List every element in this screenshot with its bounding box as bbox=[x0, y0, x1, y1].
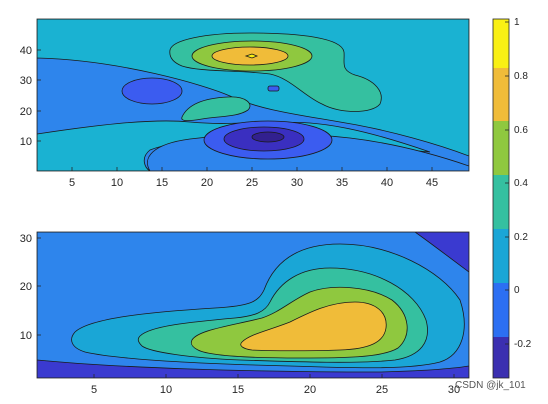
top-x-tick-10: 10 bbox=[111, 177, 123, 189]
bottom-x-tick-15: 15 bbox=[232, 384, 244, 396]
colorbar-band-2 bbox=[493, 68, 509, 121]
colorbar-band-1 bbox=[493, 19, 509, 68]
bottom-contour-plot: 5 10 15 20 25 30 10 20 30 bbox=[20, 231, 470, 396]
colorbar-tick-neg-0-2: -0.2 bbox=[514, 339, 532, 350]
top-contour-plot: 5 10 15 20 25 30 35 40 45 10 20 30 40 bbox=[20, 18, 470, 189]
top-x-tick-20: 20 bbox=[201, 177, 213, 189]
top-mid-background bbox=[37, 120, 431, 171]
bottom-x-tick-5: 5 bbox=[91, 384, 97, 396]
colorbar-tick-1: 1 bbox=[514, 17, 520, 28]
top-axes-frame bbox=[36, 18, 470, 172]
top-y-tick-40: 40 bbox=[20, 45, 32, 57]
top-y-tick-30: 30 bbox=[20, 75, 32, 87]
top-minimum-ring-3 bbox=[251, 131, 285, 143]
top-x-tick-35: 35 bbox=[336, 177, 348, 189]
bottom-x-tick-10: 10 bbox=[160, 384, 172, 396]
top-x-tick-45: 45 bbox=[426, 177, 438, 189]
top-y-tick-20: 20 bbox=[20, 106, 32, 118]
bottom-axes-frame bbox=[36, 231, 470, 379]
top-left-minimum bbox=[121, 77, 183, 105]
top-x-tick-40: 40 bbox=[381, 177, 393, 189]
bottom-x-tick-25: 25 bbox=[376, 384, 388, 396]
colorbar: 1 0.8 0.6 0.4 0.2 0 -0.2 bbox=[492, 17, 532, 379]
top-x-tick-5: 5 bbox=[69, 177, 75, 189]
top-x-tick-30: 30 bbox=[291, 177, 303, 189]
colorbar-band-6 bbox=[493, 283, 509, 337]
bottom-y-tick-10: 10 bbox=[20, 330, 32, 342]
bottom-level-4-peak bbox=[240, 301, 387, 352]
colorbar-tick-0-6: 0.6 bbox=[514, 125, 528, 136]
top-y-tick-10: 10 bbox=[20, 136, 32, 148]
bottom-x-tick-20: 20 bbox=[304, 384, 316, 396]
top-max-peak bbox=[244, 53, 259, 59]
colorbar-tick-0-4: 0.4 bbox=[514, 178, 528, 189]
top-x-tick-25: 25 bbox=[246, 177, 258, 189]
colorbar-band-5 bbox=[493, 229, 509, 283]
top-green-blob bbox=[181, 96, 251, 122]
colorbar-tick-0-2: 0.2 bbox=[514, 232, 528, 243]
colorbar-band-7 bbox=[493, 337, 509, 378]
colorbar-frame bbox=[492, 18, 510, 379]
colorbar-tick-0: 0 bbox=[514, 285, 520, 296]
colorbar-band-4 bbox=[493, 175, 509, 229]
colorbar-tick-0-8: 0.8 bbox=[514, 71, 528, 82]
bottom-y-tick-20: 20 bbox=[20, 281, 32, 293]
top-x-tick-15: 15 bbox=[156, 177, 168, 189]
colorbar-band-3 bbox=[493, 121, 509, 175]
top-small-blue-spot bbox=[267, 85, 280, 92]
bottom-low-band bbox=[37, 359, 469, 378]
watermark: CSDN @jk_101 bbox=[455, 380, 526, 391]
bottom-y-tick-30: 30 bbox=[20, 233, 32, 245]
bottom-x-tick-30: 30 bbox=[448, 384, 460, 396]
